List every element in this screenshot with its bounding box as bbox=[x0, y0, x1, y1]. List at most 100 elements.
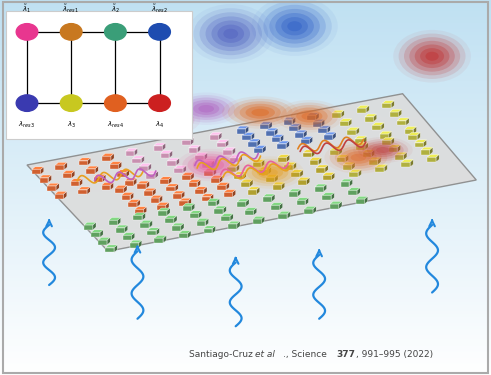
Polygon shape bbox=[237, 221, 240, 229]
Bar bbox=[134, 216, 142, 220]
Bar bbox=[40, 178, 49, 183]
Polygon shape bbox=[133, 156, 144, 159]
Ellipse shape bbox=[404, 37, 460, 75]
Bar bbox=[340, 122, 349, 126]
Bar bbox=[167, 161, 176, 166]
Bar bbox=[94, 177, 103, 182]
Polygon shape bbox=[123, 232, 135, 235]
Polygon shape bbox=[430, 147, 433, 155]
Bar bbox=[189, 182, 197, 187]
Polygon shape bbox=[380, 131, 392, 134]
Polygon shape bbox=[55, 162, 67, 165]
Polygon shape bbox=[63, 171, 75, 173]
Polygon shape bbox=[291, 170, 303, 172]
Ellipse shape bbox=[199, 12, 262, 55]
Polygon shape bbox=[142, 213, 145, 220]
Polygon shape bbox=[103, 174, 106, 182]
Polygon shape bbox=[275, 128, 278, 136]
Polygon shape bbox=[239, 155, 242, 162]
Bar bbox=[146, 174, 155, 178]
Polygon shape bbox=[340, 119, 352, 122]
Polygon shape bbox=[406, 118, 409, 126]
Polygon shape bbox=[128, 200, 140, 202]
Polygon shape bbox=[297, 198, 308, 200]
Ellipse shape bbox=[203, 161, 219, 169]
Bar bbox=[204, 171, 213, 176]
Polygon shape bbox=[210, 132, 222, 135]
Bar bbox=[158, 211, 167, 216]
Bar bbox=[55, 194, 64, 199]
Ellipse shape bbox=[188, 100, 224, 117]
Polygon shape bbox=[225, 140, 229, 147]
Bar bbox=[204, 229, 213, 234]
Polygon shape bbox=[257, 187, 260, 195]
Polygon shape bbox=[241, 179, 253, 182]
Circle shape bbox=[149, 24, 170, 40]
Text: $\lambda_{res\,4}$: $\lambda_{res\,4}$ bbox=[107, 120, 124, 130]
Ellipse shape bbox=[399, 33, 465, 79]
Polygon shape bbox=[399, 109, 402, 117]
Polygon shape bbox=[381, 123, 384, 130]
Polygon shape bbox=[332, 172, 335, 180]
Polygon shape bbox=[356, 196, 368, 199]
Bar bbox=[372, 125, 381, 130]
Polygon shape bbox=[110, 183, 113, 190]
Polygon shape bbox=[304, 206, 316, 209]
Text: $\tilde{\lambda}_{res\,1}$: $\tilde{\lambda}_{res\,1}$ bbox=[62, 3, 80, 15]
Polygon shape bbox=[111, 153, 114, 161]
Polygon shape bbox=[236, 164, 240, 172]
Polygon shape bbox=[298, 124, 301, 131]
Polygon shape bbox=[272, 135, 284, 137]
Polygon shape bbox=[254, 146, 266, 148]
Polygon shape bbox=[169, 150, 172, 158]
Ellipse shape bbox=[124, 104, 200, 136]
Polygon shape bbox=[248, 187, 260, 190]
Bar bbox=[307, 116, 316, 120]
Polygon shape bbox=[333, 132, 336, 140]
Bar bbox=[263, 197, 272, 202]
Bar bbox=[289, 126, 298, 131]
Bar bbox=[389, 147, 398, 152]
Polygon shape bbox=[327, 126, 330, 133]
Polygon shape bbox=[144, 188, 156, 191]
Polygon shape bbox=[284, 162, 297, 165]
Bar bbox=[125, 181, 134, 186]
Bar bbox=[173, 194, 182, 199]
Polygon shape bbox=[355, 136, 367, 139]
Polygon shape bbox=[312, 150, 315, 158]
Bar bbox=[98, 240, 107, 245]
Bar bbox=[363, 153, 372, 158]
Polygon shape bbox=[245, 208, 257, 210]
Polygon shape bbox=[307, 113, 319, 116]
Bar bbox=[330, 150, 339, 155]
Polygon shape bbox=[197, 180, 200, 187]
Ellipse shape bbox=[415, 45, 449, 68]
Polygon shape bbox=[293, 162, 297, 170]
Ellipse shape bbox=[46, 93, 131, 132]
Polygon shape bbox=[332, 110, 344, 113]
Polygon shape bbox=[135, 148, 137, 156]
Ellipse shape bbox=[345, 151, 372, 164]
Bar bbox=[201, 196, 210, 201]
Polygon shape bbox=[410, 159, 413, 167]
Polygon shape bbox=[237, 126, 248, 129]
Polygon shape bbox=[404, 152, 407, 160]
Polygon shape bbox=[421, 147, 433, 150]
Bar bbox=[405, 129, 413, 134]
Bar bbox=[6, 11, 192, 139]
Polygon shape bbox=[217, 198, 219, 206]
Bar bbox=[102, 156, 111, 161]
Polygon shape bbox=[118, 162, 122, 169]
Ellipse shape bbox=[222, 96, 299, 129]
Polygon shape bbox=[305, 198, 308, 205]
Ellipse shape bbox=[296, 110, 323, 123]
Bar bbox=[144, 191, 153, 196]
Polygon shape bbox=[40, 175, 52, 178]
Polygon shape bbox=[339, 201, 342, 209]
Polygon shape bbox=[80, 179, 82, 186]
Bar bbox=[297, 200, 305, 205]
Polygon shape bbox=[224, 190, 236, 192]
Ellipse shape bbox=[193, 156, 229, 174]
Polygon shape bbox=[198, 211, 202, 218]
Text: $\lambda_{res\,3}$: $\lambda_{res\,3}$ bbox=[18, 120, 36, 130]
